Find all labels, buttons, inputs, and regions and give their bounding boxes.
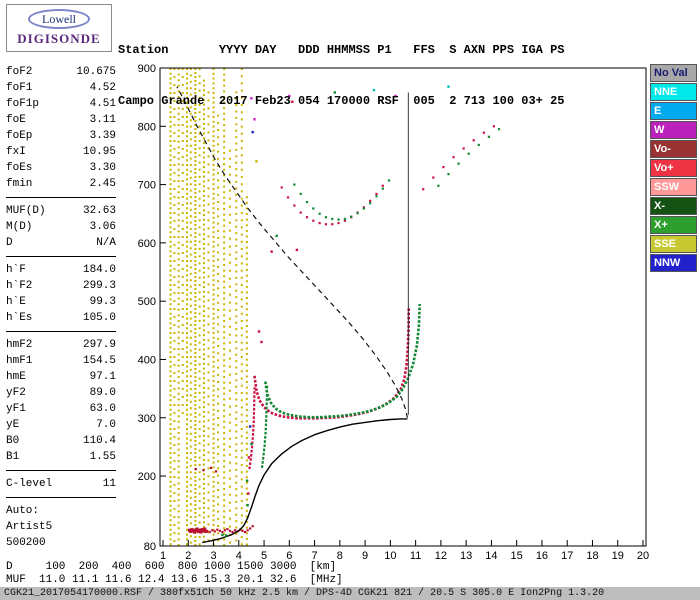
distance-muf-table: D 100 200 400 600 800 1000 1500 3000 [km… (6, 561, 343, 587)
range-table-row-d: D 100 200 400 600 800 1000 1500 3000 [km… (6, 561, 337, 573)
y-tick-label: 300 (138, 413, 156, 425)
series-x-mode-second-order (293, 179, 391, 221)
param-foF1: foF1 4.52 (6, 82, 116, 94)
param-group: h`F 184.0 h`F2 299.3 h`E 99.3 h`Es 105.0 (6, 262, 116, 332)
param-h`F: h`F 184.0 (6, 264, 116, 276)
legend-no-val: No Val (650, 64, 697, 82)
param-fmin: fmin 2.45 (6, 178, 116, 190)
logo-oval: Lowell (28, 9, 90, 29)
x-tick-label: 12 (435, 550, 447, 562)
param-h`E: h`E 99.3 (6, 296, 116, 308)
x-tick-label: 10 (384, 550, 396, 562)
series-es-second-order (194, 466, 218, 473)
range-table-row-muf: MUF 11.0 11.1 11.6 12.4 13.6 15.3 20.1 3… (6, 574, 343, 586)
param-M(D): M(D) 3.06 (6, 221, 116, 233)
param-h`F2: h`F2 299.3 (6, 280, 116, 292)
legend-ssw: SSW (650, 178, 697, 196)
param-group: MUF(D) 32.63 M(D) 3.06 D N/A (6, 203, 116, 257)
x-tick-label: 17 (561, 550, 573, 562)
direction-color-legend: No Val NNE E W Vo- Vo+ SSW X- X+ SSE NNW (650, 64, 697, 273)
x-tick-label: 20 (637, 550, 649, 562)
param-hmF1: hmF1 154.5 (6, 355, 116, 367)
header-column-titles: Station YYYY DAY DDD HHMMSS P1 FFS S AXN… (118, 43, 565, 57)
status-bar-text: CGK21_2017054170000.RSF / 380fx51Ch 50 k… (4, 588, 605, 599)
series-stray-echoes (221, 85, 450, 537)
param-group: foF2 10.675 foF1 4.52 foF1p 4.51 foE 3.11 foEp 3.… (6, 64, 116, 198)
param-C-level: C-level 11 (6, 478, 116, 490)
param-hmE: hmE 97.1 (6, 371, 116, 383)
y-tick-label: 600 (138, 238, 156, 250)
param-foF1p: foF1p 4.51 (6, 98, 116, 110)
param-Artist5: Artist5 (6, 521, 53, 533)
param-group: C-level 11 (6, 476, 116, 498)
param-foEp: foEp 3.39 (6, 130, 116, 142)
legend-vo-: Vo- (650, 140, 697, 158)
series-es-trace (206, 525, 254, 534)
series-x-mode-f1-cusp (260, 385, 269, 469)
x-tick-label: 19 (612, 550, 624, 562)
logo-lowell-text: Lowell (42, 12, 76, 26)
x-tick-label: 11 (410, 550, 421, 562)
param-group: hmF2 297.9 hmF1 154.5 hmE 97.1 yF2 89.0 yF1 63.0 y… (6, 337, 116, 471)
x-tick-label: 13 (460, 550, 472, 562)
legend-sse: SSE (650, 235, 697, 253)
param-500200: 500200 (6, 537, 46, 549)
param-foEs: foEs 3.30 (6, 162, 116, 174)
legend-vo+: Vo+ (650, 159, 697, 177)
param-fxI: fxI 10.95 (6, 146, 116, 158)
legend-x-: X- (650, 197, 697, 215)
param-B0: B0 110.4 (6, 435, 116, 447)
param-h`Es: h`Es 105.0 (6, 312, 116, 324)
y-tick-label: 700 (138, 180, 156, 192)
param-D: D N/A (6, 237, 116, 249)
param-yF1: yF1 63.0 (6, 403, 116, 415)
status-bar: CGK21_2017054170000.RSF / 380fx51Ch 50 k… (0, 587, 700, 600)
param-group: Auto: Artist5 500200 (6, 503, 116, 556)
station-header: Station YYYY DAY DDD HHMMSS P1 FFS S AXN… (118, 8, 564, 144)
parameter-panel: foF2 10.675 foF1 4.52 foF1p 4.51 foE 3.11 foEp 3.… (6, 64, 116, 561)
logo-digisonde-text: DIGISONDE (17, 31, 101, 46)
param-yE: yE 7.0 (6, 419, 116, 431)
x-tick-label: 16 (536, 550, 548, 562)
x-tick-label: 14 (485, 550, 497, 562)
legend-nnw: NNW (650, 254, 697, 272)
param-MUF(D): MUF(D) 32.63 (6, 205, 116, 217)
series-true-height-profile (202, 418, 408, 544)
y-tick-label: 400 (138, 354, 156, 366)
x-tick-label: 15 (511, 550, 523, 562)
y-tick-label: 80 (144, 541, 156, 553)
param-Auto:: Auto: (6, 505, 40, 517)
param-yF2: yF2 89.0 (6, 387, 116, 399)
y-tick-label: 500 (138, 296, 156, 308)
series-o-mode-f-trace (253, 306, 411, 420)
legend-x+: X+ (650, 216, 697, 234)
series-es-trace-dense (187, 527, 208, 534)
y-tick-label: 200 (138, 471, 156, 483)
header-values: Campo Grande 2017 Feb23 054 170000 RSF 0… (118, 94, 565, 108)
param-foF2: foF2 10.675 (6, 66, 116, 78)
legend-nne: NNE (650, 83, 697, 101)
series-x-mode-f-trace (264, 304, 421, 419)
lowell-digisonde-logo: Lowell DIGISONDE (6, 4, 112, 52)
legend-w: W (650, 121, 697, 139)
series-o-mode-f1-cusp (248, 387, 256, 470)
param-foE: foE 3.11 (6, 114, 116, 126)
param-hmF2: hmF2 297.9 (6, 339, 116, 351)
param-B1: B1 1.55 (6, 451, 116, 463)
series-o-mode-second-order (280, 184, 384, 226)
x-tick-label: 18 (586, 550, 598, 562)
legend-e: E (650, 102, 697, 120)
x-tick-label: 9 (362, 550, 368, 562)
